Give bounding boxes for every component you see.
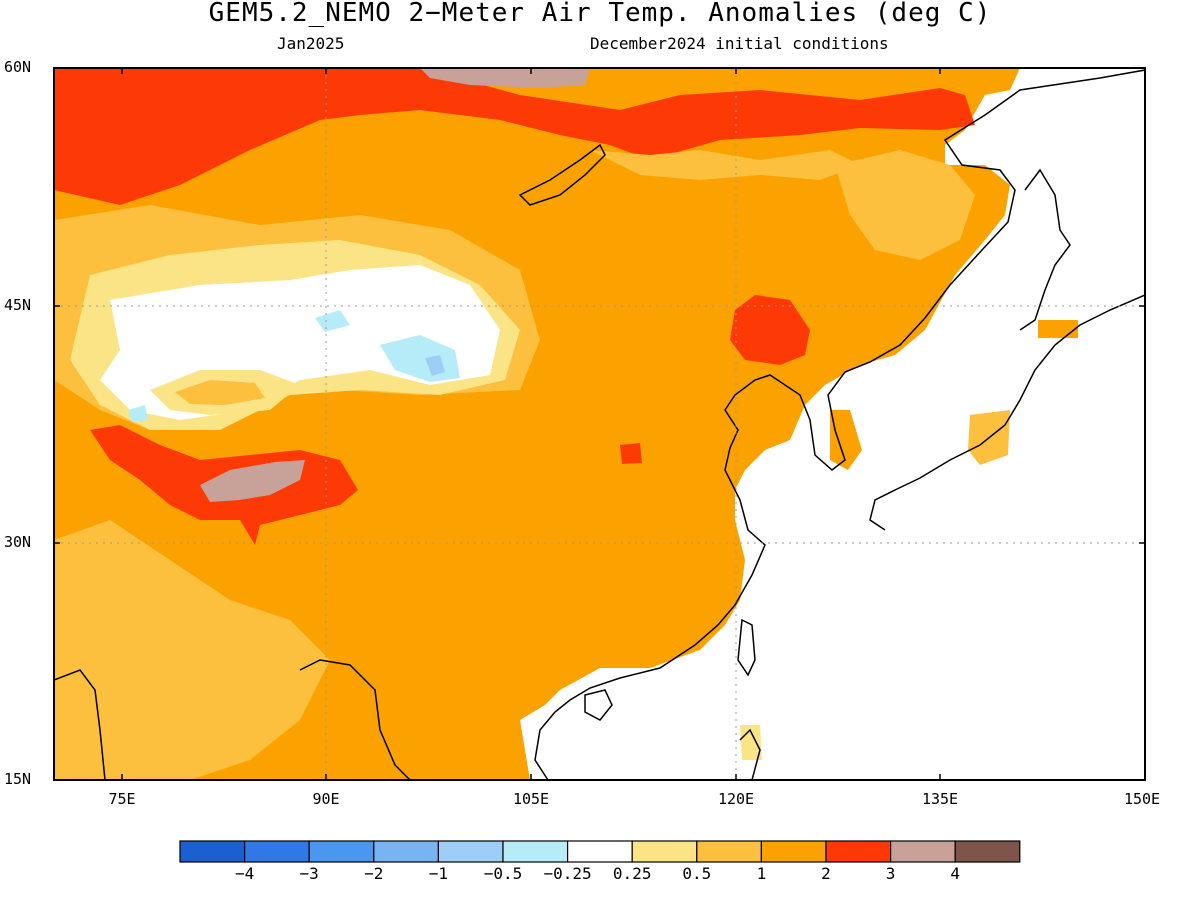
lon-label-150e: 150E bbox=[1123, 790, 1161, 808]
coastline-japan bbox=[869, 294, 1145, 531]
colorbar-label: −0.25 bbox=[543, 864, 592, 883]
plot-frame bbox=[53, 67, 1146, 781]
colorbar-label: −1 bbox=[428, 864, 449, 883]
anomaly-2-korea bbox=[830, 410, 862, 470]
colorbar-swatch bbox=[954, 840, 1021, 863]
colorbar-swatch bbox=[502, 840, 569, 863]
lat-label-30n: 30N bbox=[4, 533, 32, 551]
anomaly-1-band-south bbox=[54, 520, 330, 780]
colorbar-swatch bbox=[696, 840, 762, 863]
coastline-baikal bbox=[518, 143, 606, 206]
coastline-mainland bbox=[534, 69, 1145, 780]
axis-ticks bbox=[54, 67, 1145, 781]
colorbar bbox=[179, 840, 1021, 863]
initial-conditions: December2024 initial conditions bbox=[590, 34, 889, 53]
colorbar-label: −2 bbox=[364, 864, 384, 883]
anomaly-4-tibet bbox=[200, 460, 305, 502]
colorbar-swatch bbox=[566, 840, 633, 863]
anomaly-2-hokkaido bbox=[1038, 320, 1078, 338]
colorbar-swatch bbox=[825, 840, 892, 863]
colorbar-swatch bbox=[308, 840, 375, 863]
anomaly-neg-025b bbox=[315, 310, 350, 332]
lon-label-90e: 90E bbox=[312, 790, 340, 808]
colorbar-swatch bbox=[437, 840, 504, 863]
lon-label-105e: 105E bbox=[512, 790, 550, 808]
forecast-month: Jan2025 bbox=[277, 34, 345, 53]
lon-label-75e: 75E bbox=[108, 790, 136, 808]
colorbar-swatch bbox=[889, 840, 956, 863]
anomaly-1-band-east bbox=[835, 150, 975, 260]
lat-label-15n: 15N bbox=[4, 770, 32, 788]
coastline-india bbox=[54, 659, 411, 780]
anomaly-1-inner bbox=[175, 380, 265, 405]
lat-label-45n: 45N bbox=[4, 296, 32, 314]
colorbar-label: 1 bbox=[756, 864, 767, 883]
lon-label-135e: 135E bbox=[921, 790, 959, 808]
colorbar-label: 0.25 bbox=[612, 864, 652, 883]
map-title: GEM5.2_NEMO 2−Meter Air Temp. Anomalies … bbox=[208, 0, 992, 28]
coastline-luzon bbox=[739, 728, 761, 780]
colorbar-label: −0.5 bbox=[483, 864, 523, 883]
anomaly-3-central bbox=[620, 443, 642, 464]
coastline-hainan bbox=[584, 689, 613, 721]
colorbar-label: 4 bbox=[950, 864, 960, 883]
colorbar-swatch bbox=[631, 840, 698, 863]
anomaly-1-north-sliver bbox=[590, 150, 860, 180]
lat-label-60n: 60N bbox=[4, 58, 32, 76]
colorbar-swatch bbox=[179, 840, 246, 863]
colorbar-label: 0.5 bbox=[682, 864, 712, 883]
anomaly-neg-05 bbox=[425, 355, 445, 376]
colorbar-swatch bbox=[373, 840, 439, 863]
coastline-sakhalin bbox=[1019, 168, 1071, 331]
lon-label-120e: 120E bbox=[717, 790, 755, 808]
colorbar-swatch bbox=[244, 840, 310, 863]
anomaly-neg-025c bbox=[128, 405, 148, 422]
colorbar-label: 2 bbox=[821, 864, 831, 883]
anomaly-3-manchuria bbox=[730, 295, 810, 365]
colorbar-label: −3 bbox=[299, 864, 319, 883]
colorbar-swatch bbox=[760, 840, 827, 863]
colorbar-label: −4 bbox=[234, 864, 255, 883]
anomaly-3-north bbox=[54, 68, 975, 205]
anomaly-4-north bbox=[420, 68, 590, 88]
colorbar-label: 3 bbox=[885, 864, 896, 883]
coastline-taiwan bbox=[737, 618, 756, 677]
